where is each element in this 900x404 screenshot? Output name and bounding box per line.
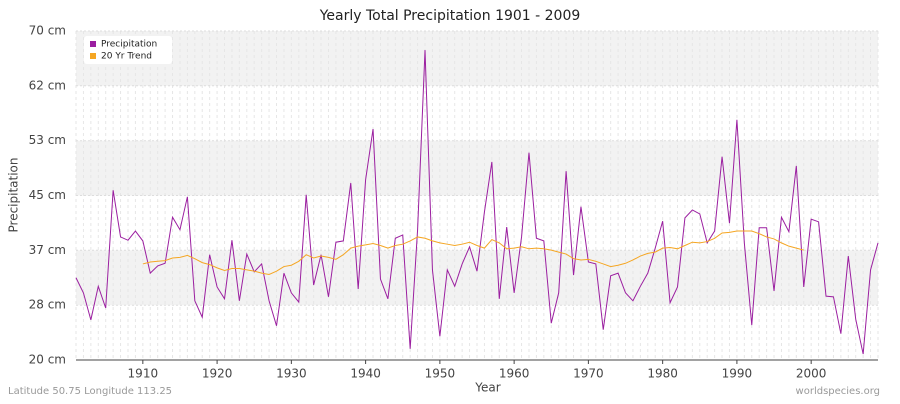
x-tick-label: 1920 <box>202 367 233 381</box>
x-tick-label: 1930 <box>276 367 307 381</box>
y-tick-label: 62 cm <box>29 78 66 92</box>
chart-title: Yearly Total Precipitation 1901 - 2009 <box>319 8 581 24</box>
y-tick-label: 37 cm <box>29 243 66 257</box>
y-tick-label: 45 cm <box>29 188 66 202</box>
x-tick-label: 1980 <box>647 367 678 381</box>
x-tick-label: 1940 <box>350 367 381 381</box>
x-tick-label: 1960 <box>499 367 530 381</box>
footer-right: worldspecies.org <box>796 386 880 397</box>
legend: Precipitation 20 Yr Trend <box>84 36 172 64</box>
x-tick-label: 1950 <box>425 367 456 381</box>
y-tick-label: 28 cm <box>29 298 66 312</box>
legend-swatch <box>90 41 96 47</box>
y-tick-label: 20 cm <box>29 353 66 367</box>
x-axis-label: Year <box>474 381 500 395</box>
series-line <box>75 50 879 355</box>
x-tick-label: 2000 <box>796 367 827 381</box>
grid-band <box>76 31 878 86</box>
x-tick-label: 1970 <box>573 367 604 381</box>
footer-left: Latitude 50.75 Longitude 113.25 <box>8 386 172 397</box>
legend-box <box>84 36 172 64</box>
series-line <box>142 230 804 275</box>
grid-band <box>76 140 878 196</box>
x-tick-label: 1910 <box>128 367 159 381</box>
y-axis-label: Precipitation <box>7 157 21 232</box>
y-tick-label: 53 cm <box>29 133 66 147</box>
legend-label: 20 Yr Trend <box>101 52 152 62</box>
y-tick-label: 70 cm <box>29 24 66 38</box>
legend-swatch <box>90 53 96 59</box>
legend-label: Precipitation <box>101 40 157 50</box>
x-tick-label: 1990 <box>722 367 753 381</box>
